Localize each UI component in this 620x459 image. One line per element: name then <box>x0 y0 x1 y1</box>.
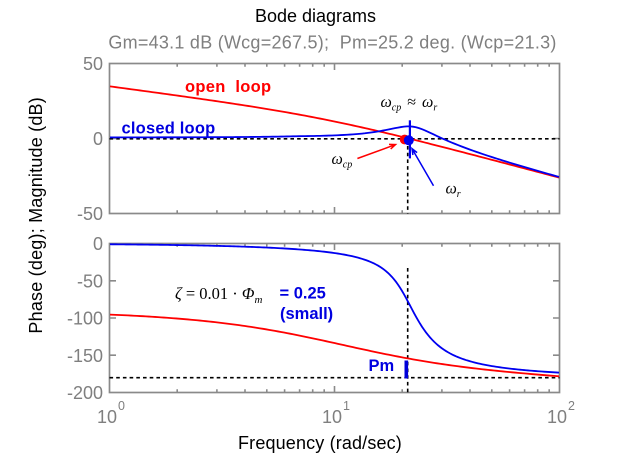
svg-text:closed loop: closed loop <box>122 120 216 138</box>
svg-text:-150: -150 <box>67 346 103 366</box>
svg-text:open loop: open loop <box>185 78 271 96</box>
svg-text:-50: -50 <box>77 272 103 292</box>
svg-text:Bode diagrams: Bode diagrams <box>255 6 376 26</box>
svg-text:10: 10 <box>322 407 342 427</box>
svg-text:ωcp: ωcp <box>332 151 353 171</box>
svg-text:-100: -100 <box>67 309 103 329</box>
svg-text:10: 10 <box>97 407 117 427</box>
svg-text:50: 50 <box>83 54 103 74</box>
svg-text:ωcp≈ωr: ωcp ≈ ωr <box>381 94 438 114</box>
svg-text:0: 0 <box>93 129 103 149</box>
svg-text:-200: -200 <box>67 383 103 403</box>
svg-text:ωr: ωr <box>446 181 461 201</box>
svg-text:ζ = 0.01 · Φm: ζ = 0.01 · Φm <box>175 284 262 306</box>
svg-text:Phase (deg); Magnitude (dB): Phase (deg); Magnitude (dB) <box>26 97 46 334</box>
svg-text:0: 0 <box>118 399 125 413</box>
svg-text:-50: -50 <box>77 204 103 224</box>
svg-text:Gm=43.1 dB (Wcg=267.5); Pm=25: Gm=43.1 dB (Wcg=267.5); Pm=25.2 deg. (Wc… <box>108 33 556 53</box>
svg-text:Frequency (rad/sec): Frequency (rad/sec) <box>238 433 402 453</box>
svg-text:= 0.25: = 0.25 <box>280 285 326 303</box>
svg-text:(small): (small) <box>280 305 333 323</box>
svg-text:10: 10 <box>547 407 567 427</box>
svg-text:1: 1 <box>343 399 350 413</box>
svg-text:2: 2 <box>568 399 575 413</box>
svg-text:0: 0 <box>93 234 103 254</box>
svg-text:Pm: Pm <box>369 357 395 375</box>
